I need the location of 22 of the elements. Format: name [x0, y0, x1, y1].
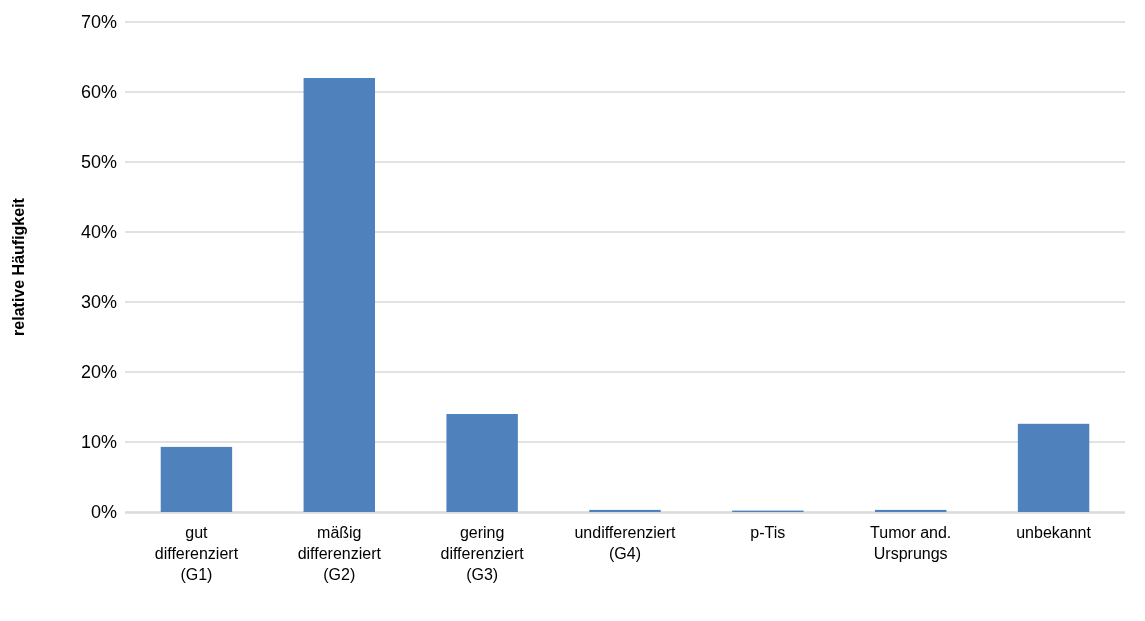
x-tick-label: mäßig differenziert (G2) — [297, 524, 382, 583]
bar — [303, 78, 375, 512]
x-tick-label: p-Tis — [750, 524, 786, 541]
bar — [1017, 423, 1090, 512]
y-tick-label: 40% — [80, 222, 117, 243]
x-tick-label: Tumor and. Ursprungs — [870, 524, 952, 562]
bar — [875, 509, 947, 512]
x-tick-label: gut differenziert (G1) — [154, 524, 239, 583]
bar — [446, 414, 518, 512]
x-tick-label: undifferenziert (G4) — [574, 524, 677, 562]
y-tick-label: 60% — [80, 82, 117, 103]
y-axis-title: relative Häufigkeit — [10, 197, 27, 336]
x-tick-label: unbekannt — [1016, 524, 1092, 541]
bar — [589, 509, 661, 512]
y-tick-label: 20% — [80, 362, 117, 383]
y-tick-label: 50% — [80, 152, 117, 173]
y-tick-label: 10% — [80, 432, 117, 453]
x-tick-label: gering differenziert (G3) — [440, 524, 525, 583]
y-tick-label: 0% — [90, 502, 117, 523]
y-tick-label: 30% — [80, 292, 117, 313]
y-tick-label: 70% — [80, 12, 117, 33]
bar — [160, 446, 233, 512]
